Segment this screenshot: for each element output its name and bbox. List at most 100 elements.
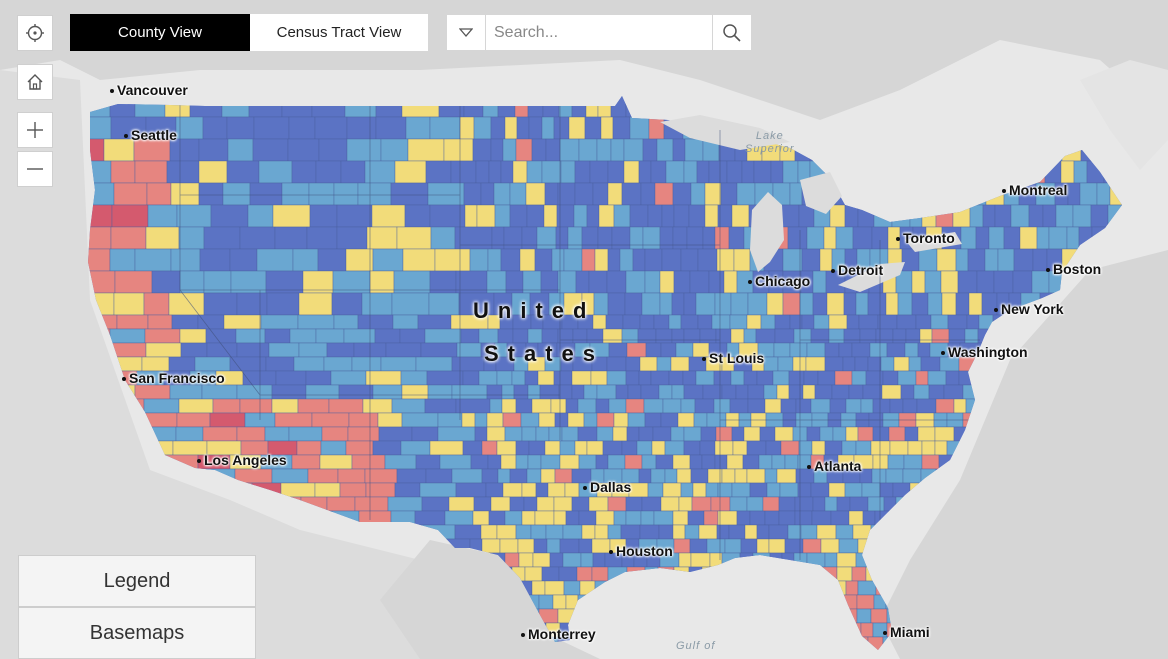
- county-tile[interactable]: [811, 440, 826, 456]
- county-tile[interactable]: [975, 226, 990, 250]
- county-tile[interactable]: [812, 496, 826, 512]
- county-tile[interactable]: [708, 160, 728, 184]
- county-tile[interactable]: [658, 384, 673, 400]
- county-tile[interactable]: [692, 482, 707, 498]
- county-tile[interactable]: [672, 138, 686, 162]
- county-tile[interactable]: [565, 510, 580, 526]
- county-tile[interactable]: [936, 248, 957, 272]
- county-tile[interactable]: [650, 468, 666, 484]
- county-tile[interactable]: [1036, 226, 1050, 250]
- search-button[interactable]: [712, 15, 751, 50]
- county-tile[interactable]: [908, 356, 922, 372]
- county-tile[interactable]: [584, 116, 602, 140]
- county-tile[interactable]: [253, 116, 290, 140]
- county-tile[interactable]: [683, 328, 701, 344]
- county-tile[interactable]: [662, 398, 682, 414]
- county-tile[interactable]: [474, 412, 488, 428]
- county-tile[interactable]: [913, 384, 930, 400]
- county-tile[interactable]: [607, 182, 623, 206]
- county-tile[interactable]: [578, 138, 598, 162]
- county-tile[interactable]: [690, 468, 709, 484]
- county-tile[interactable]: [683, 292, 697, 316]
- county-tile[interactable]: [675, 342, 694, 358]
- county-tile[interactable]: [578, 454, 597, 470]
- county-tile[interactable]: [377, 412, 403, 428]
- county-tile[interactable]: [500, 454, 517, 470]
- county-tile[interactable]: [596, 426, 614, 442]
- county-tile[interactable]: [366, 226, 398, 250]
- county-tile[interactable]: [394, 160, 427, 184]
- county-tile[interactable]: [319, 454, 353, 470]
- county-tile[interactable]: [872, 426, 890, 442]
- county-tile[interactable]: [271, 398, 299, 414]
- county-tile[interactable]: [691, 496, 712, 512]
- tab-county-view[interactable]: County View: [70, 14, 250, 51]
- county-tile[interactable]: [532, 552, 551, 568]
- county-tile[interactable]: [740, 538, 758, 554]
- county-tile[interactable]: [756, 524, 770, 540]
- county-tile[interactable]: [889, 440, 909, 456]
- county-tile[interactable]: [625, 398, 645, 414]
- county-tile[interactable]: [814, 384, 833, 400]
- county-tile[interactable]: [143, 398, 180, 414]
- county-tile[interactable]: [668, 314, 682, 330]
- county-tile[interactable]: [641, 496, 662, 512]
- county-tile[interactable]: [677, 412, 695, 428]
- county-tile[interactable]: [600, 116, 614, 140]
- county-tile[interactable]: [454, 524, 482, 540]
- county-tile[interactable]: [459, 116, 475, 140]
- county-tile[interactable]: [862, 510, 876, 526]
- county-tile[interactable]: [672, 182, 692, 206]
- county-tile[interactable]: [562, 524, 583, 540]
- county-tile[interactable]: [578, 510, 597, 526]
- county-tile[interactable]: [779, 482, 799, 498]
- county-tile[interactable]: [921, 440, 936, 456]
- county-tile[interactable]: [794, 510, 813, 526]
- county-tile[interactable]: [298, 342, 328, 358]
- county-tile[interactable]: [203, 292, 238, 316]
- county-tile[interactable]: [900, 384, 915, 400]
- county-tile[interactable]: [496, 440, 517, 456]
- county-tile[interactable]: [1055, 204, 1074, 228]
- county-tile[interactable]: [581, 226, 599, 250]
- county-tile[interactable]: [841, 440, 857, 456]
- county-tile[interactable]: [742, 454, 760, 470]
- county-tile[interactable]: [323, 356, 353, 372]
- county-tile[interactable]: [504, 116, 518, 140]
- county-tile[interactable]: [1090, 204, 1109, 228]
- county-tile[interactable]: [558, 566, 578, 582]
- county-tile[interactable]: [638, 160, 652, 184]
- city-label-monterrey[interactable]: Monterrey: [521, 626, 596, 642]
- county-tile[interactable]: [623, 160, 640, 184]
- county-tile[interactable]: [472, 510, 490, 526]
- county-tile[interactable]: [502, 412, 522, 428]
- county-tile[interactable]: [683, 426, 702, 442]
- county-tile[interactable]: [292, 248, 319, 272]
- county-tile[interactable]: [941, 292, 957, 316]
- county-tile[interactable]: [993, 270, 1014, 294]
- county-tile[interactable]: [672, 510, 689, 526]
- county-tile[interactable]: [640, 384, 660, 400]
- county-tile[interactable]: [824, 356, 844, 372]
- county-tile[interactable]: [607, 248, 621, 272]
- county-tile[interactable]: [546, 538, 561, 554]
- county-tile[interactable]: [521, 426, 537, 442]
- county-tile[interactable]: [856, 608, 872, 624]
- county-tile[interactable]: [404, 204, 431, 228]
- city-label-vancouver[interactable]: Vancouver: [110, 82, 188, 98]
- county-tile[interactable]: [402, 248, 436, 272]
- county-tile[interactable]: [198, 160, 228, 184]
- county-tile[interactable]: [509, 496, 525, 512]
- county-tile[interactable]: [372, 248, 404, 272]
- county-tile[interactable]: [638, 468, 652, 484]
- county-tile[interactable]: [856, 594, 875, 610]
- county-tile[interactable]: [175, 426, 204, 442]
- county-tile[interactable]: [469, 248, 489, 272]
- county-tile[interactable]: [713, 398, 731, 414]
- county-tile[interactable]: [305, 384, 340, 400]
- county-tile[interactable]: [1073, 160, 1088, 184]
- county-tile[interactable]: [733, 248, 751, 272]
- county-tile[interactable]: [421, 496, 450, 512]
- county-tile[interactable]: [893, 356, 910, 372]
- search-source-dropdown[interactable]: [447, 15, 486, 50]
